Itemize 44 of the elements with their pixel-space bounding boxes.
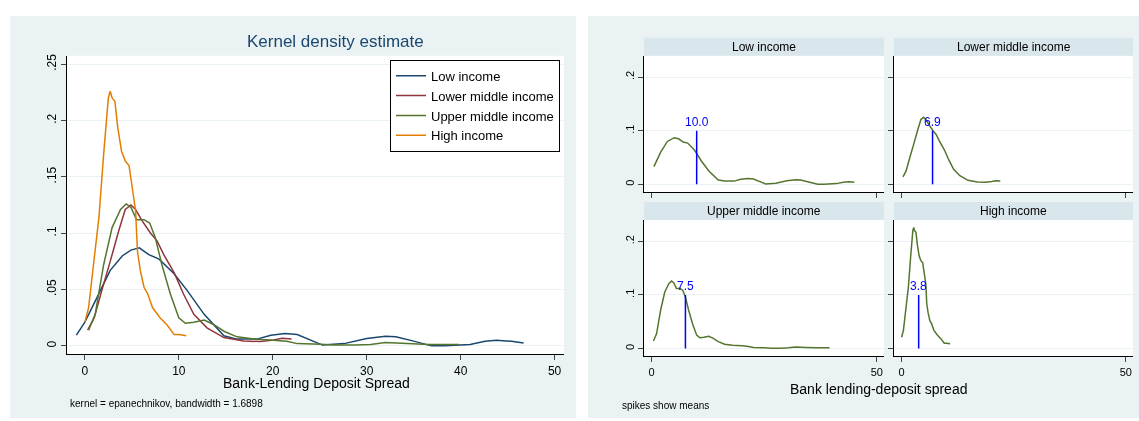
line-series xyxy=(84,90,188,337)
y-tick-label: .2 xyxy=(623,70,636,81)
y-tick-label: .1 xyxy=(45,226,60,237)
line-series xyxy=(75,247,525,347)
ref-line-label: 3.8 xyxy=(910,279,928,293)
x-tick-label: 40 xyxy=(453,363,468,378)
y-tick-label: .2 xyxy=(45,113,60,124)
x-tick-label: 0 xyxy=(898,365,905,378)
chart-title: Kernel density estimate xyxy=(247,32,424,51)
text: kernel = epanechnikov, bandwidth = 1.6898 xyxy=(70,398,264,409)
line-series xyxy=(86,204,293,343)
x-tick-label: 50 xyxy=(1119,365,1132,378)
legend-label: Lower middle income xyxy=(431,88,554,104)
line-series xyxy=(87,203,460,346)
legend-label: Upper middle income xyxy=(431,108,554,124)
legend-label: Low income xyxy=(431,68,501,84)
x-tick-label: 20 xyxy=(266,363,280,378)
y-tick-label: 0 xyxy=(623,343,636,350)
x-tick-label: 10 xyxy=(172,363,186,378)
legend-label: High income xyxy=(431,128,504,144)
chart-title: Upper middle income xyxy=(707,204,821,218)
x-tick-label: 50 xyxy=(547,363,562,378)
ref-line-label: 10.0 xyxy=(685,115,709,129)
chart-title: High income xyxy=(980,204,1048,218)
y-tick-label: .15 xyxy=(45,166,60,184)
y-tick-label: .2 xyxy=(623,235,636,245)
x-axis-title: Bank-Lending Deposit Spread xyxy=(223,375,410,391)
y-tick-label: .1 xyxy=(623,288,636,298)
line-series xyxy=(652,280,831,349)
ref-line-label: 7.5 xyxy=(677,279,695,293)
chart-title: Low income xyxy=(732,40,797,54)
x-axis-title: Bank lending-deposit spread xyxy=(790,381,968,397)
x-tick-label: 0 xyxy=(81,363,89,378)
text: spikes show means xyxy=(622,400,710,411)
line-series xyxy=(653,136,856,186)
y-tick-label: .05 xyxy=(45,279,60,297)
y-tick-label: .1 xyxy=(623,124,636,134)
x-tick-label: 30 xyxy=(360,363,374,378)
y-tick-label: 0 xyxy=(45,340,60,348)
x-tick-label: 50 xyxy=(870,365,883,378)
y-tick-label: .25 xyxy=(45,53,60,71)
x-tick-label: 0 xyxy=(648,365,655,378)
chart-title: Lower middle income xyxy=(957,40,1071,54)
y-tick-label: 0 xyxy=(623,179,636,186)
